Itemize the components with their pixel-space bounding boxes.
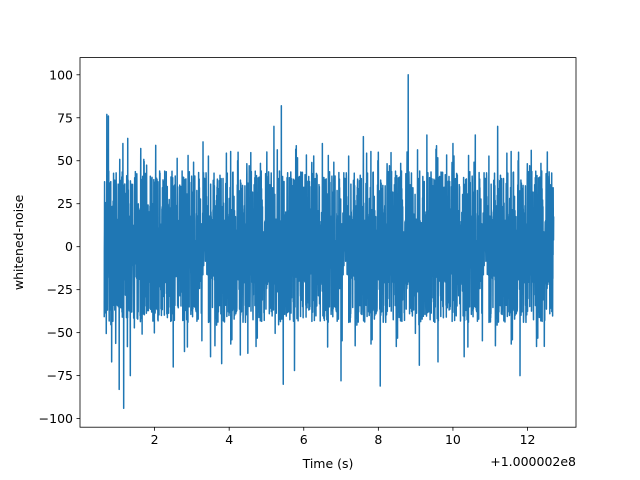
x-tick-label: 12 [520, 432, 536, 447]
y-tick-label: 100 [49, 67, 73, 82]
y-tick-label: 25 [57, 196, 73, 211]
y-tick-label: −100 [39, 411, 73, 426]
x-tick-label: 10 [445, 432, 461, 447]
y-tick-label: 50 [57, 153, 73, 168]
y-axis-label: whitened-noise [11, 194, 26, 290]
axis-ticks: 2 4 6 8 10 12 −100 −75 −50 −25 0 25 50 75 100 [39, 67, 536, 447]
y-tick-label: −50 [47, 325, 73, 340]
plot-series-line [103, 74, 555, 410]
y-tick-label: −25 [47, 282, 73, 297]
x-tick-label: 6 [300, 432, 308, 447]
y-tick-label: 75 [57, 110, 73, 125]
y-tick-label: 0 [65, 239, 73, 254]
x-axis-label: Time (s) [302, 456, 354, 471]
y-tick-label: −75 [47, 368, 73, 383]
x-axis-offset-label: +1.000002e8 [490, 454, 576, 469]
plot-frame [79, 57, 577, 428]
x-tick-label: 4 [225, 432, 233, 447]
x-tick-label: 8 [374, 432, 382, 447]
x-tick-label: 2 [151, 432, 159, 447]
whitened-noise-line [103, 74, 555, 410]
